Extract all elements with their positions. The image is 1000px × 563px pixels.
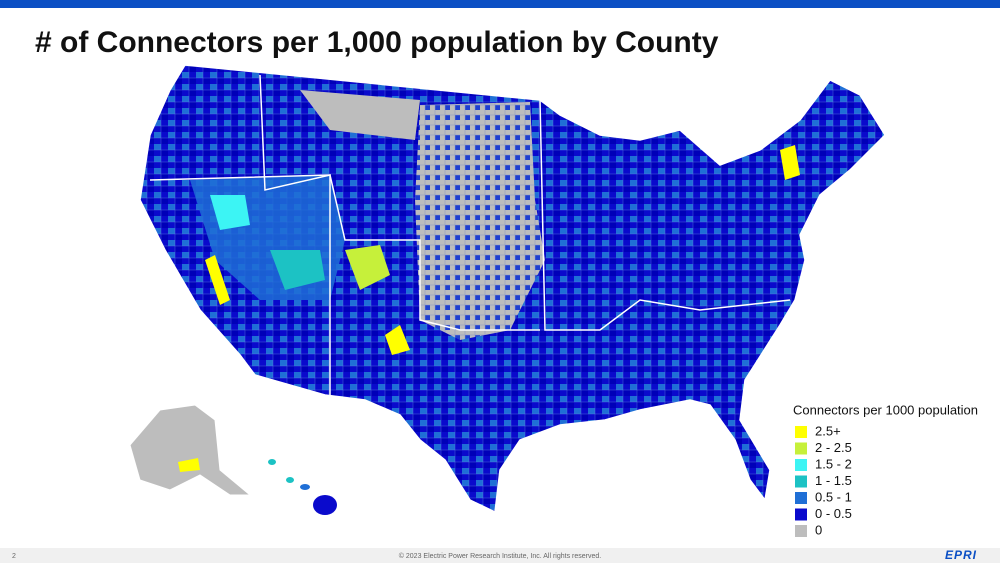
state-borders [259, 74, 540, 331]
legend-label: 2.5+ [815, 423, 841, 438]
legend-swatch [795, 525, 807, 537]
west-teal [270, 250, 325, 290]
legend-swatch [795, 442, 807, 455]
legend-swatch [795, 492, 807, 504]
nevada-yellow [205, 255, 230, 305]
logo: EPRI [945, 548, 977, 562]
copyright: © 2023 Electric Power Research Institute… [399, 552, 601, 560]
legend-swatch [795, 426, 807, 438]
alaska [129, 404, 252, 496]
state-borders [149, 174, 331, 395]
west-cyan [210, 195, 250, 230]
legend-swatch [795, 508, 807, 521]
hawaii [300, 484, 310, 490]
legend-label: 0.5 - 1 [815, 489, 852, 504]
plains-region [415, 102, 545, 340]
legend: Connectors per 1000 population 2.5+ 2 - 2… [793, 402, 978, 537]
vermont-yellow [780, 145, 800, 180]
northwest-gray [300, 90, 420, 140]
hawaii [313, 495, 337, 515]
legend-swatch [795, 459, 807, 471]
hawaii [286, 477, 294, 483]
colorado-yellow [345, 245, 390, 290]
nm-yellow [385, 325, 410, 355]
title: # of Connectors per 1,000 population by … [35, 26, 719, 59]
hawaii [268, 459, 276, 465]
legend-label: 1 - 1.5 [815, 473, 852, 488]
legend-title: Connectors per 1000 population [793, 402, 978, 417]
legend-label: 0 - 0.5 [815, 506, 852, 521]
state-borders [539, 99, 791, 331]
footer-bar [0, 548, 1000, 563]
legend-label: 2 - 2.5 [815, 440, 852, 455]
top-bar [0, 0, 1000, 8]
page-number: 2 [12, 553, 16, 560]
legend-swatch [795, 475, 807, 488]
alaska-yellow [178, 458, 200, 472]
us-map [129, 64, 886, 515]
legend-label: 1.5 - 2 [815, 456, 852, 471]
legend-label: 0 [815, 522, 822, 537]
